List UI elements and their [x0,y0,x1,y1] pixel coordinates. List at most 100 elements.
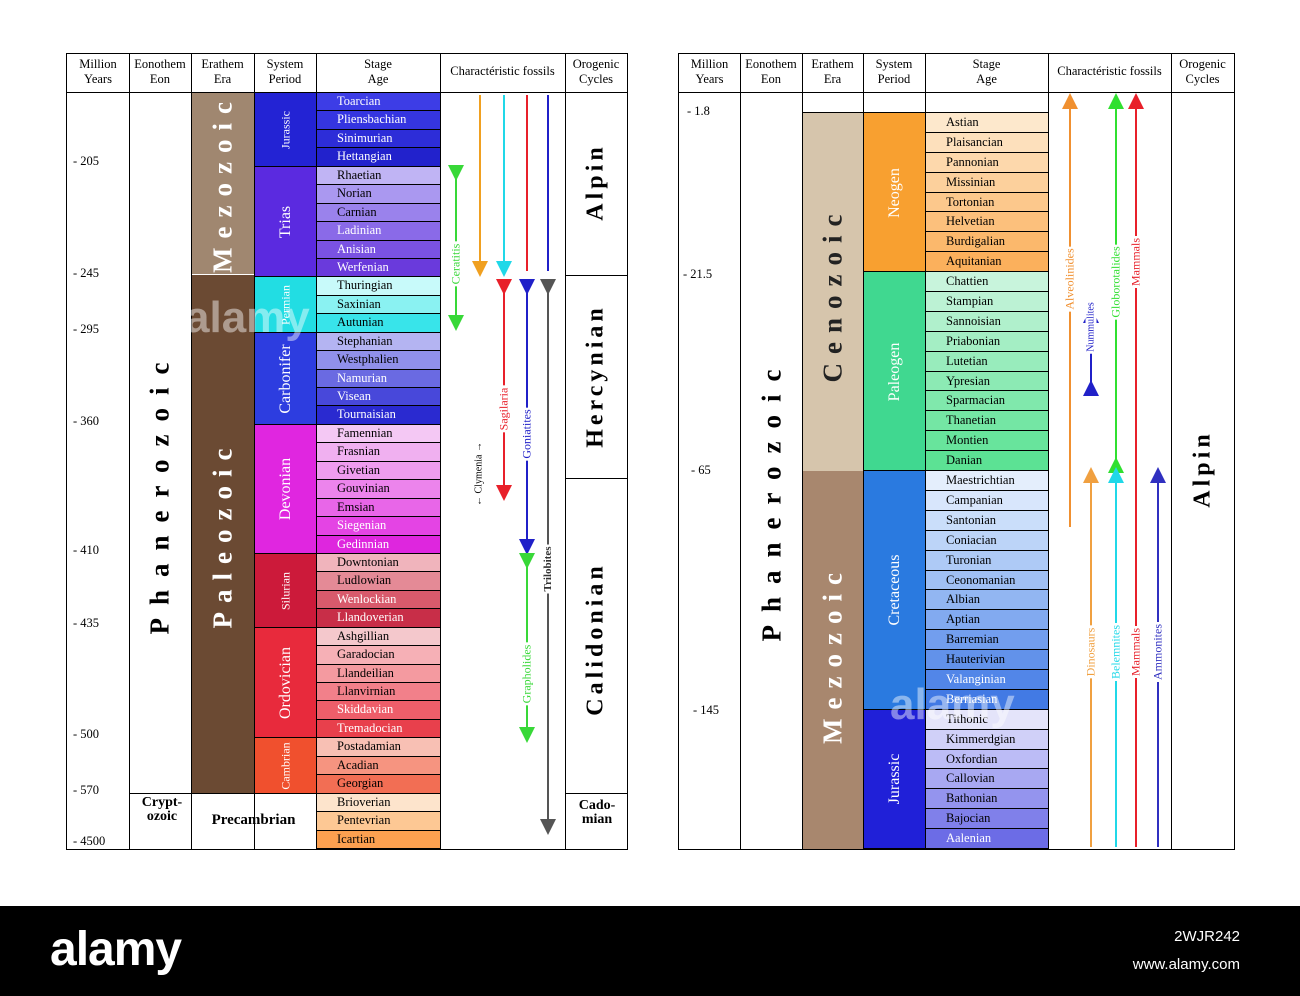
era-mezozoic-label: Mezozoic [207,93,238,273]
fossil-label: Alveolinides [1062,246,1078,312]
stage-row: Llandoverian [317,609,440,628]
fossil-label: Globorotalides [1108,244,1124,320]
header-fossils: Charactéristic fossils [1057,64,1162,78]
header-years: Million Years [690,57,729,86]
right-fossil-arrows [1062,93,1166,847]
left-timescale-table: Million Years Eonothem Eon Erathem Era Syst… [66,53,628,850]
period-permian [255,277,316,333]
stage-row: Autunian [317,314,440,333]
period-label: Cretaceous [885,554,903,626]
stage-row: Bathonian [926,789,1048,810]
stage-row: Tortonian [926,192,1048,213]
period-label: Jurassic [278,110,292,149]
fossil-label: Mammals [1128,236,1144,288]
period-label: Cambrian [278,742,292,790]
stage-row: Tithonic [926,709,1048,730]
era-cenozoic [803,113,863,471]
header-period: System Period [266,57,304,86]
stage-row: Barremian [926,630,1048,651]
precambrian-label: Precambrian [211,812,296,828]
period-label: Carbonifer [276,344,294,414]
stage-row: Carnian [317,203,440,223]
header-eon: Eonothem Eon [745,57,797,86]
orogenic-divider [565,275,627,276]
header-era: Erathem Era [811,57,854,86]
fossil-label: Goniatites [519,407,535,461]
stage-row: Aalenian [926,829,1048,849]
stage-row: Anisian [317,240,440,259]
period-label: Ordovician [276,647,294,720]
header-orogenic: Orogenic Cycles [572,57,620,86]
stage-row: Callovian [926,769,1048,790]
orogenic-cadomian: Cado-mian [578,798,616,827]
stage-row: Aptian [926,610,1048,631]
stage-row: Oxfordian [926,749,1048,770]
period-carbonifer [255,332,316,425]
site-url: www.alamy.com [1132,956,1240,973]
stage-row: Ludlowian [317,572,440,591]
period-cambrian [255,738,316,794]
stage-row: Albian [926,590,1048,611]
orogenic-hercynian: Hercynian [582,304,609,448]
stage-row: Emsian [317,498,440,518]
fossil-label: Ammonites [1150,622,1166,682]
fossil-label: Trilobites [542,544,554,594]
eon-label: Phanerozoic [756,356,787,642]
era-mezozoic [803,471,863,849]
stage-row: Stampian [926,292,1048,312]
stage-row: Ashgillian [317,627,440,647]
tick-label: - 245 [73,266,100,280]
era-paleozoic-label: Paleozoic [207,439,238,629]
stage-row: Coniacian [926,530,1048,551]
stage-row: Acadian [317,756,440,776]
stage-row: Plaisancian [926,132,1048,153]
orogenic-calidonian: Calidonian [582,562,609,716]
stage-row: Pannonian [926,152,1048,173]
stage-row: Sinimurian [317,129,440,149]
header-orogenic: Orogenic Cycles [1179,57,1226,86]
stage-row: Thanetian [926,411,1048,432]
stage-row: Kimmerdgian [926,729,1048,750]
header-stage: Stage Age [364,57,392,86]
image-id: 2WJR242 [1174,928,1240,945]
fossil-label: ← Clymenia → [473,440,485,508]
header-era: Erathem Era [201,57,244,86]
era-cenozoic-label: Cenozoic [817,205,848,383]
fossil-label: Ceratitis [448,241,464,287]
stage-row: Norian [317,185,440,204]
stage-row: Tournaisian [317,406,440,425]
fossil-label: Mammals [1128,626,1144,678]
period-label: Silurian [278,571,292,610]
stage-row: Sannoisian [926,311,1048,332]
stage-row: Hettangian [317,148,440,167]
fossil-label: Dinosaurs [1083,625,1099,679]
period-devonian [255,424,316,554]
stage-row: Campanian [926,490,1048,511]
tick-label: - 1.8 [687,104,710,118]
era-mezozoic [192,93,254,274]
header-fossils: Charactéristic fossils [450,64,555,78]
stage-row: Hauterivian [926,650,1048,670]
alamy-logo: alamy [50,923,182,976]
orogenic-alpin: Alpin [582,143,609,221]
fossil-label: Belemnites [1108,623,1124,681]
stage-row: Llandeilian [317,664,440,684]
tick-label: - 435 [73,616,100,630]
tick-label: - 21.5 [683,267,713,281]
stage-row: Priabonian [926,331,1048,352]
stage-row: Missinian [926,172,1048,193]
era-mezozoic-label: Mezozoic [817,564,848,744]
stage-row: Danian [926,451,1048,472]
stage-row: Brioverian [317,793,440,813]
eon-label: Phanerozoic [144,349,175,635]
stage-row: Aquitanian [926,252,1048,273]
orogenic-alpin: Alpin [1189,430,1216,508]
stage-row: Astian [926,113,1048,133]
stage-row: Namurian [317,369,440,389]
stage-row: Valanginian [926,669,1048,690]
stage-row: Sparmacian [926,391,1048,412]
tick-label: - 65 [691,463,711,477]
tick-label: - 410 [73,543,100,557]
stage-row: Icartian [317,830,440,849]
stock-footer-bar [0,906,1300,996]
